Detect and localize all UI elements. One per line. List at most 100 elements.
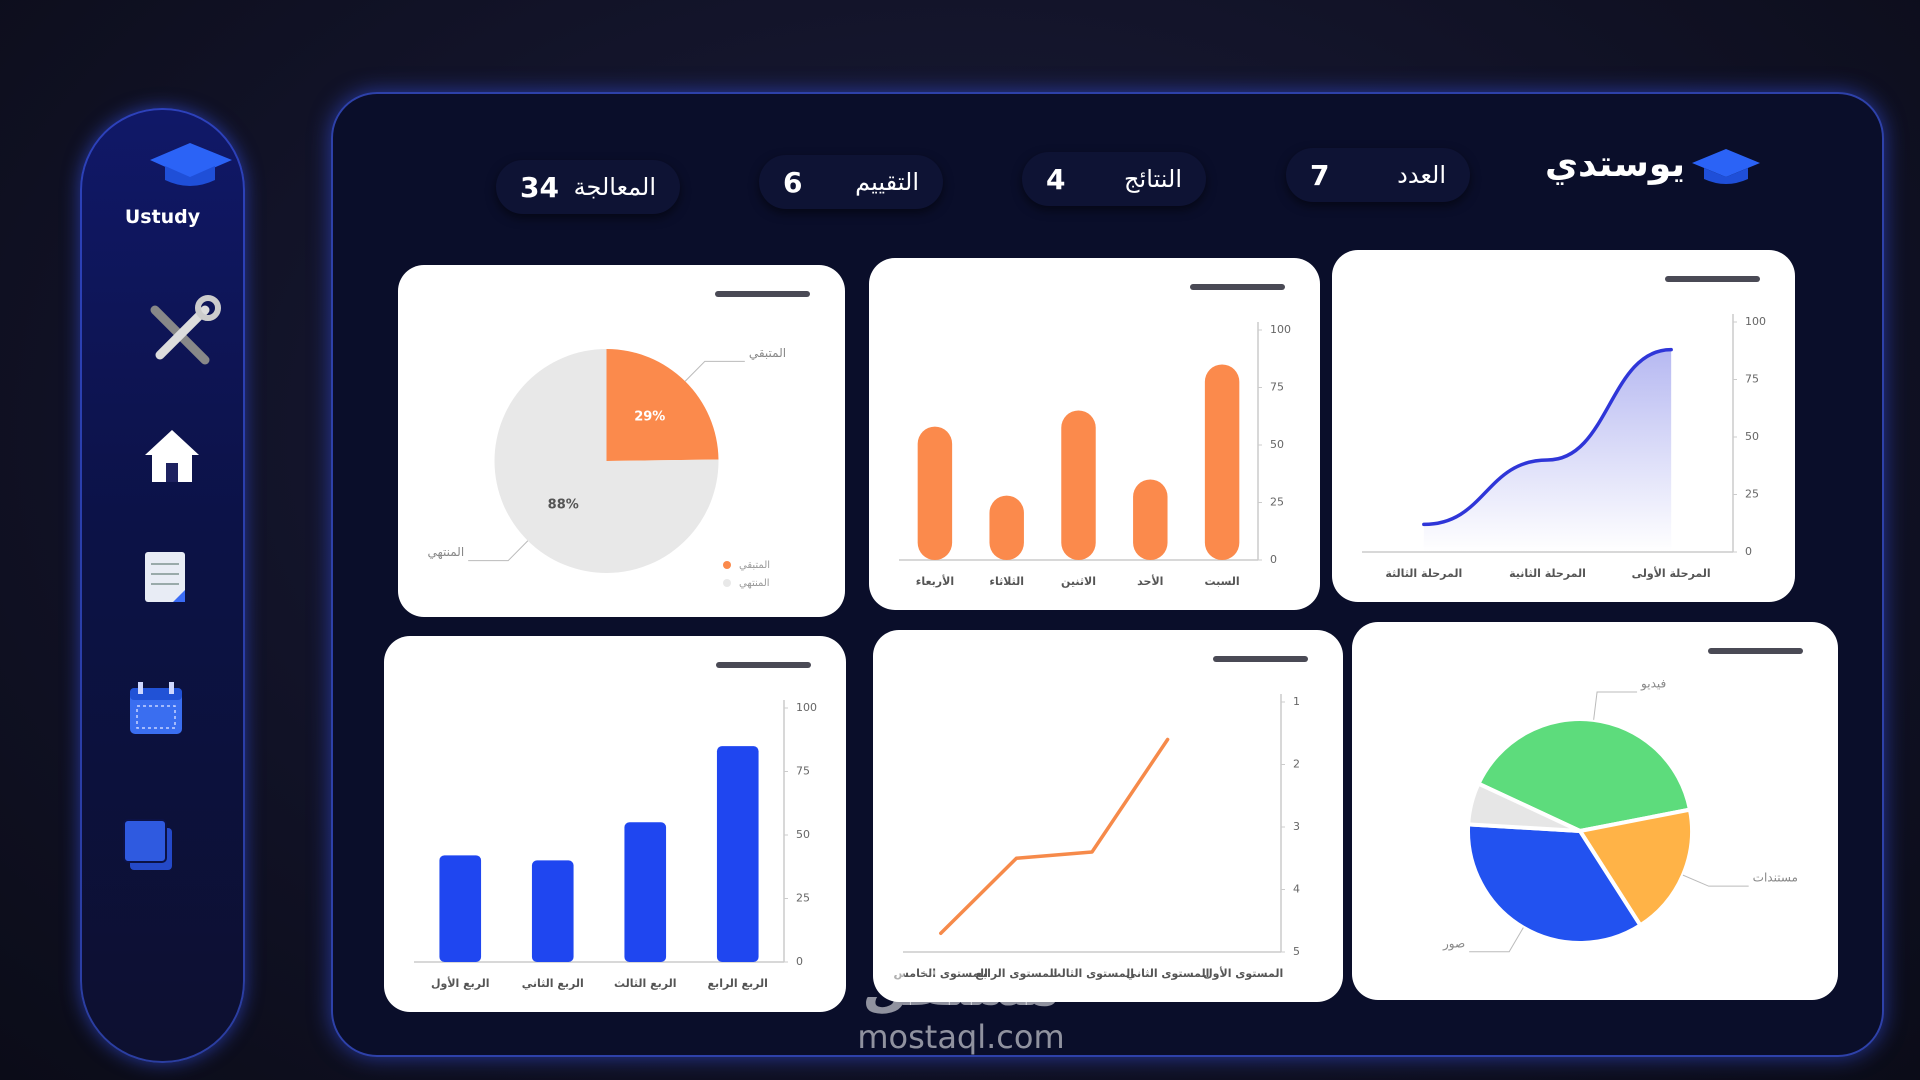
chart: فيديو مستندات صور [1442, 648, 1803, 953]
layers-icon[interactable] [123, 819, 172, 870]
y-tick-label: 75 [796, 765, 810, 778]
leader-line [1593, 691, 1638, 720]
y-tick-label: 50 [1745, 430, 1759, 443]
y-tick-label: 1 [1293, 695, 1300, 708]
y-tick-label: 100 [1745, 315, 1766, 328]
stat-pill: 7 العدد [1286, 148, 1470, 202]
y-tick-label: 4 [1293, 883, 1300, 896]
bar [439, 855, 482, 962]
header-brand: يوستدي [1545, 144, 1685, 185]
data-label: 29% [634, 410, 665, 425]
logo-icon-base [165, 166, 215, 186]
bar [989, 495, 1024, 560]
legend-swatch [723, 579, 731, 587]
slice-label: المنتهي [427, 545, 464, 559]
stat-value: 6 [783, 165, 803, 199]
card-title-placeholder [1213, 656, 1308, 662]
header-logo [1692, 149, 1760, 184]
stat-pill: 6 التقييم [759, 155, 943, 209]
y-tick-label: 75 [1270, 381, 1284, 394]
tools-icon[interactable] [150, 295, 221, 365]
stat-label: النتائج [1124, 165, 1182, 193]
x-tick-label: الربع الثالث [614, 977, 677, 990]
leader-line [468, 540, 529, 562]
bar [531, 860, 574, 962]
area-fill [1423, 349, 1672, 552]
pie-slice [606, 349, 719, 461]
logo-icon [150, 143, 232, 178]
legend-label: المنتهي [739, 578, 770, 589]
card-title-placeholder [1190, 284, 1285, 290]
calendar-icon[interactable] [130, 682, 182, 734]
pie-slice [1475, 717, 1693, 834]
chart-card: 0 25 50 75 100 المرحلة الثالثة المرحلة الثانية… [1332, 250, 1795, 602]
stat-label: التقييم [855, 168, 919, 196]
line [1422, 347, 1673, 527]
document-icon[interactable] [145, 552, 185, 602]
bar [917, 426, 953, 560]
x-tick-label: المرحلة الثالثة [1385, 567, 1462, 580]
pie-slice [494, 349, 719, 573]
stat-label: المعالجة [573, 173, 656, 201]
chart-card: 1 2 3 4 5 المستوى الخامس المستوى الرابع المستوى… [873, 630, 1343, 1002]
pie-slice [1466, 781, 1581, 833]
bar [1061, 410, 1096, 560]
watermark-url: mostaql.com [857, 1018, 1065, 1056]
y-tick-label: 100 [796, 701, 817, 714]
y-tick-label: 75 [1745, 373, 1759, 386]
slice-label: صور [1442, 936, 1465, 951]
x-tick-label: الاثنين [1061, 575, 1096, 588]
watermark-logo: مستقل [862, 955, 1060, 1018]
x-tick-label: المستوى الخامس [894, 967, 988, 980]
y-tick-label: 3 [1293, 820, 1300, 833]
bar [1133, 479, 1168, 560]
stat-pill: 4 النتائج [1022, 152, 1206, 206]
line [939, 737, 1170, 935]
x-tick-label: المرحلة الأولى [1632, 566, 1711, 580]
y-tick-label: 25 [1270, 496, 1284, 509]
chart: 29% المتبقي 88% المنتهي المتبقي المنتهي [427, 291, 810, 589]
y-tick-label: 0 [1745, 545, 1752, 558]
chart-card: 29% المتبقي 88% المنتهي المتبقي المنتهي [398, 265, 845, 617]
y-tick-label: 100 [1270, 323, 1291, 336]
x-tick-label: الربع الأول [431, 976, 490, 990]
chart: 0 25 50 75 100 الربع الأول الربع الثاني الربع ا… [414, 662, 817, 990]
chart-card: 0 25 50 75 100 الربع الأول الربع الثاني الربع ا… [384, 636, 846, 1012]
leader-line [684, 360, 745, 382]
y-tick-label: 5 [1293, 945, 1300, 958]
chart-card: فيديو مستندات صور [1352, 622, 1838, 1000]
x-tick-label: الأربعاء [916, 574, 954, 588]
y-tick-label: 50 [796, 828, 810, 841]
card-title-placeholder [1665, 276, 1760, 282]
slice-label: المتبقي [749, 346, 786, 360]
pie-slice [1576, 807, 1694, 929]
x-tick-label: المستوى الأول [1203, 966, 1283, 980]
x-tick-label: السبت [1204, 575, 1239, 588]
stat-value: 7 [1310, 158, 1330, 192]
chart: 0 25 50 75 100 المرحلة الثالثة المرحلة الثانية… [1362, 276, 1766, 580]
stat-pill: 34 المعالجة [496, 160, 680, 214]
home-icon[interactable] [145, 430, 199, 482]
stat-value: 34 [520, 170, 559, 204]
stat-label: العدد [1397, 161, 1446, 189]
x-tick-label: المرحلة الثانية [1509, 567, 1586, 580]
sidebar-brand: Ustudy [124, 206, 201, 228]
x-tick-label: الربع الثاني [522, 977, 584, 990]
y-tick-label: 50 [1270, 438, 1284, 451]
bar [1204, 364, 1240, 560]
slice-label: مستندات [1753, 871, 1798, 885]
x-tick-label: الثلاثاء [989, 575, 1024, 588]
x-tick-label: المستوى الثالث [1050, 967, 1134, 980]
legend-label: المتبقي [739, 560, 770, 571]
y-tick-label: 25 [1745, 488, 1759, 501]
chart: 0 25 50 75 100 الأربعاء الثلاثاء الاثنين الأحد ال… [899, 284, 1291, 588]
card-title-placeholder [1708, 648, 1803, 654]
bar [716, 746, 759, 962]
bar [624, 822, 667, 962]
card-title-placeholder [715, 291, 810, 297]
x-tick-label: المستوى الرابع [975, 967, 1057, 980]
x-tick-label: الربع الرابع [708, 977, 768, 990]
x-tick-label: المستوى الثاني [1126, 967, 1210, 980]
